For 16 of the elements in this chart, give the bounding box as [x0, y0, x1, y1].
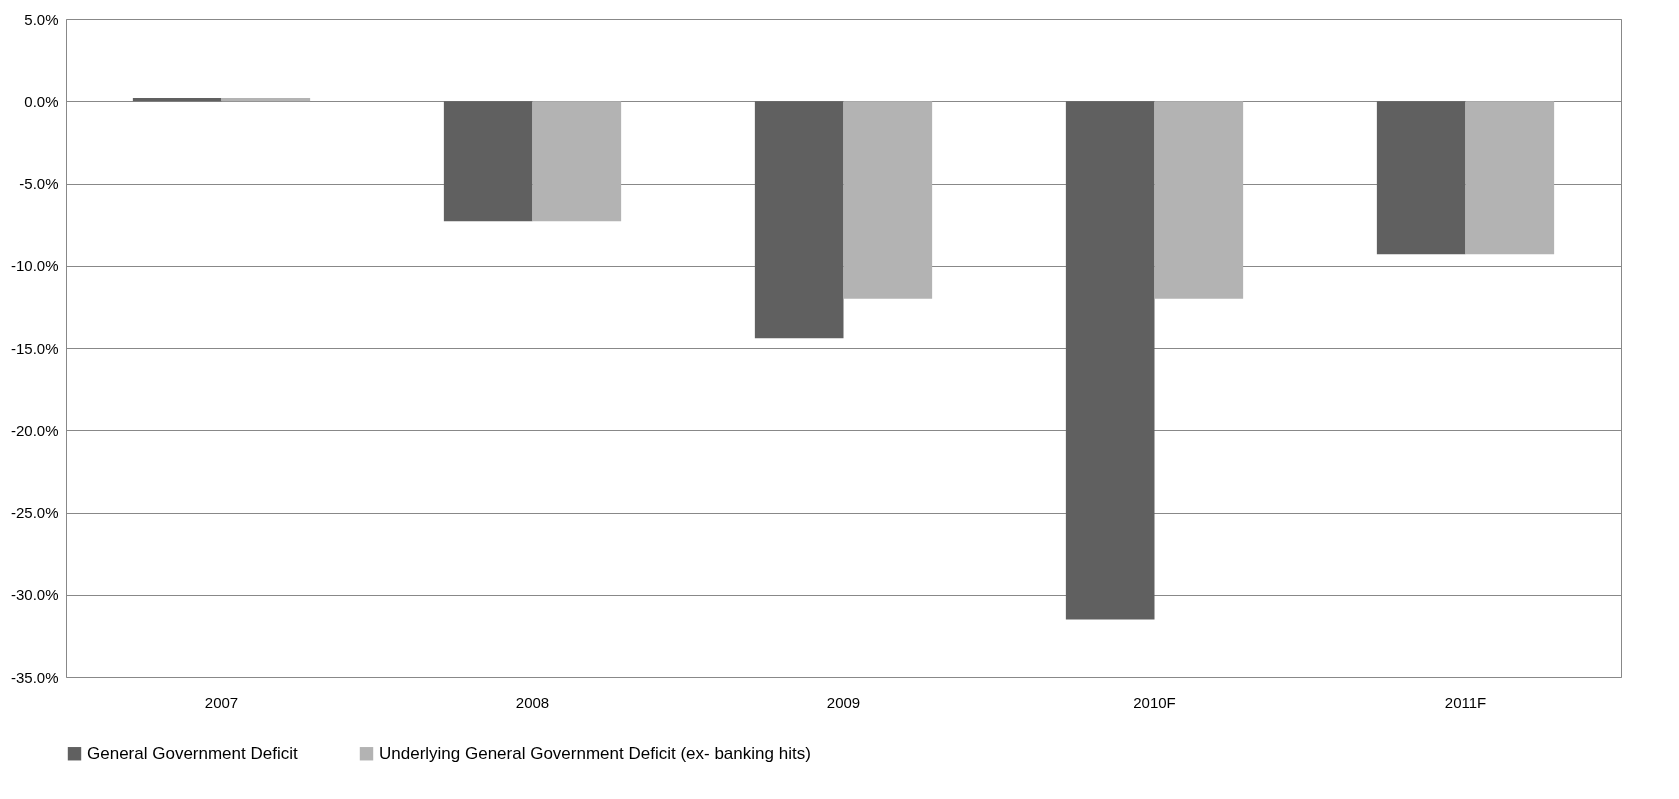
y-tick-label: 5.0%	[24, 10, 59, 28]
y-tick-label: -5.0%	[19, 175, 59, 192]
y-tick-label: -30.0%	[10, 586, 59, 604]
x-tick-label: 2007	[204, 693, 239, 711]
x-tick-label: 2010F	[1133, 693, 1176, 711]
y-tick-label: -35.0%	[10, 668, 59, 686]
y-tick-label: -20.0%	[10, 421, 59, 439]
legend-label: General Government Deficit	[87, 743, 298, 763]
legend-label: Underlying General Government Deficit (ex- banking hits)	[379, 743, 811, 763]
y-tick-label: -25.0%	[10, 504, 59, 521]
x-tick-label: 2009	[826, 693, 861, 711]
x-tick-label: 2008	[515, 693, 550, 711]
y-tick-label: -10.0%	[10, 257, 59, 275]
x-tick-label: 2011F	[1444, 693, 1487, 711]
y-tick-label: -15.0%	[10, 339, 59, 357]
y-tick-label: 0.0%	[24, 92, 59, 110]
